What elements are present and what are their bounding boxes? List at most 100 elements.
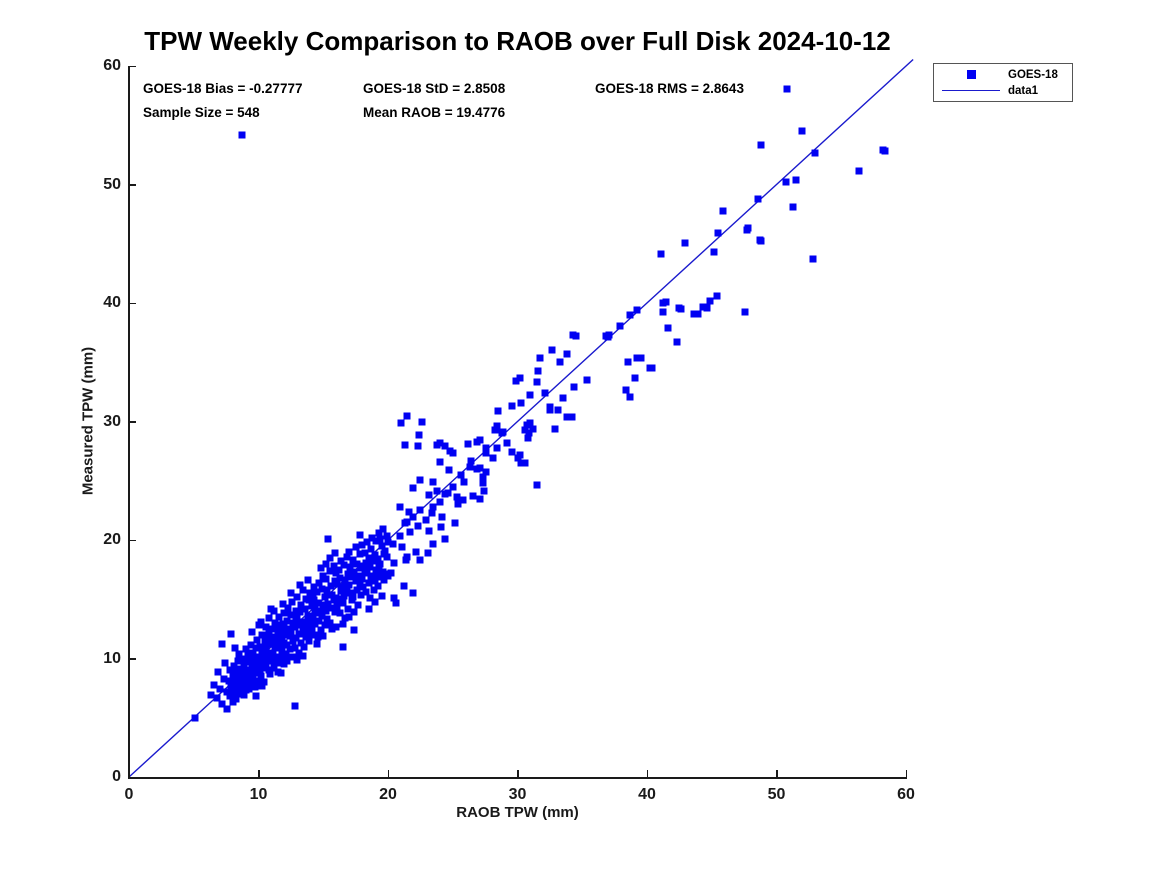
data-point (482, 449, 490, 457)
data-point (283, 617, 291, 625)
data-point (283, 657, 291, 665)
data-point (744, 224, 752, 232)
legend-label: GOES-18 (1008, 68, 1058, 81)
y-tick (129, 421, 136, 423)
data-point (230, 662, 238, 670)
data-point (673, 338, 681, 346)
data-point (265, 614, 273, 622)
data-point (357, 591, 365, 598)
data-point (234, 684, 242, 692)
data-point (375, 529, 383, 537)
data-point (248, 679, 256, 687)
data-point (230, 689, 238, 697)
data-point (310, 583, 318, 591)
data-point (637, 354, 645, 361)
data-point (255, 677, 262, 685)
data-point (379, 525, 387, 533)
data-point (521, 426, 529, 434)
data-point (249, 649, 257, 657)
data-point (322, 575, 330, 583)
y-tick-label: 10 (103, 649, 121, 667)
data-point (335, 566, 343, 574)
data-point (345, 548, 353, 556)
data-point (516, 374, 524, 382)
data-point (337, 557, 345, 565)
data-point (319, 572, 327, 580)
data-point (257, 658, 265, 666)
data-point (225, 677, 233, 685)
data-point (315, 617, 323, 625)
data-point (282, 650, 290, 658)
data-point (466, 463, 474, 471)
x-tick (776, 770, 778, 777)
data-point (242, 645, 250, 653)
data-point (296, 581, 304, 589)
data-point (331, 608, 339, 616)
legend-entry-data1: data1 (940, 84, 1066, 98)
stat-bias: GOES-18 Bias = -0.27777 (143, 81, 303, 96)
data-point (659, 299, 667, 307)
data-point (306, 619, 314, 627)
data-point (343, 585, 351, 593)
data-point (361, 549, 369, 557)
data-point (396, 503, 404, 511)
x-tick-label: 30 (508, 786, 527, 803)
data-point (279, 600, 287, 608)
data-point (429, 540, 437, 548)
data-point (292, 634, 300, 642)
x-tick-label: 50 (767, 786, 786, 803)
legend-entry-goes18: GOES-18 (940, 68, 1066, 82)
data-point (344, 570, 352, 578)
data-point (425, 491, 433, 499)
data-point (207, 691, 215, 699)
data-point (633, 354, 641, 361)
data-point (493, 422, 501, 430)
data-point (362, 588, 370, 596)
data-point (554, 406, 562, 414)
data-point (308, 602, 316, 610)
data-point (353, 586, 361, 594)
data-point (350, 626, 358, 634)
x-tick-label: 10 (249, 786, 268, 803)
data-point (436, 498, 444, 506)
data-point (374, 555, 382, 563)
data-point (662, 298, 670, 306)
data-point (236, 690, 244, 698)
data-point (354, 572, 362, 580)
data-point (279, 620, 287, 628)
data-point (757, 237, 765, 245)
data-point (415, 431, 423, 439)
data-point (479, 479, 487, 487)
data-point (457, 471, 465, 479)
data-point (378, 542, 386, 550)
data-point (231, 644, 239, 652)
data-point (476, 464, 484, 472)
data-point (321, 621, 329, 629)
data-point (371, 551, 379, 559)
data-point (406, 528, 414, 536)
data-point (258, 631, 266, 639)
data-point (244, 652, 252, 660)
data-point (368, 557, 376, 565)
data-point (327, 582, 335, 590)
data-point (345, 613, 353, 621)
data-point (493, 444, 501, 452)
data-point (336, 574, 344, 582)
data-point (314, 599, 322, 607)
data-point (216, 685, 224, 693)
data-point (414, 522, 422, 530)
data-point (242, 686, 250, 694)
data-point (376, 535, 384, 543)
data-point (713, 292, 721, 300)
data-point (341, 576, 349, 584)
data-point (433, 487, 441, 495)
data-point (291, 623, 299, 630)
data-point (302, 633, 310, 641)
data-point (353, 560, 361, 568)
data-point (476, 495, 484, 503)
data-point (326, 567, 334, 575)
data-point (291, 644, 299, 652)
data-point (214, 668, 222, 676)
data-point (365, 579, 373, 587)
legend: GOES-18 data1 (933, 63, 1073, 102)
